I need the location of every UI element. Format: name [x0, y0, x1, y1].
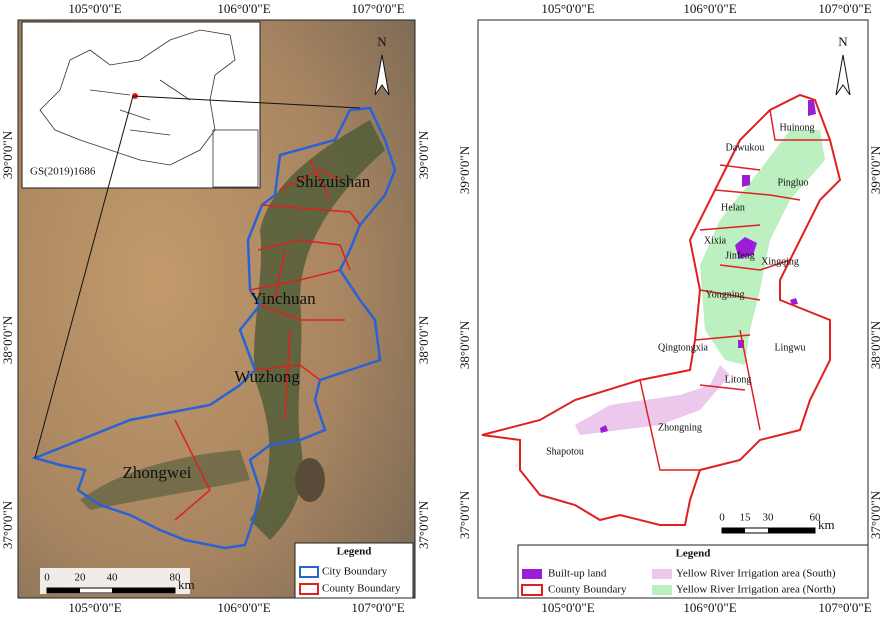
north-label: N	[838, 34, 848, 49]
scale-label: 30	[763, 512, 775, 524]
scale-label: 0	[719, 512, 725, 524]
county-label: Xingqing	[761, 256, 799, 267]
lat-label: 39°0'0"N	[0, 130, 15, 179]
county-label: Zhongning	[658, 422, 702, 433]
north-label: N	[377, 34, 387, 49]
lat-label: 37°0'0"N	[868, 490, 883, 539]
lat-label: 39°0'0"N	[416, 130, 431, 179]
lat-label: 39°0'0"N	[457, 145, 472, 194]
lon-label: 106°0'0"E	[217, 600, 270, 615]
legend-swatch	[521, 584, 543, 596]
lat-label: 38°0'0"N	[457, 320, 472, 369]
legend-item: City Boundary	[322, 566, 388, 578]
legend-swatch	[652, 585, 672, 595]
lake	[295, 458, 325, 502]
left-map: GS(2019)1686 N Legend City Boundary Coun…	[17, 19, 416, 599]
north-arrow	[374, 54, 390, 96]
city-label: Zhongwei	[123, 463, 192, 482]
scale-label: 15	[740, 512, 752, 524]
legend-title: Legend	[337, 546, 372, 558]
lon-label: 105°0'0"E	[541, 600, 594, 615]
legend-item: Yellow River Irrigation area (South)	[676, 568, 836, 580]
scale-label: 0	[44, 572, 50, 584]
lon-label: 107°0'0"E	[818, 600, 871, 615]
lat-label: 38°0'0"N	[416, 315, 431, 364]
legend-swatch	[299, 583, 319, 595]
lon-label: 106°0'0"E	[683, 600, 736, 615]
legend-box	[294, 542, 414, 599]
county-boundaries	[639, 109, 830, 471]
legend-swatch	[299, 566, 319, 578]
scale-bar	[722, 528, 745, 533]
scale-label: 40	[107, 572, 119, 584]
lat-label: 37°0'0"N	[457, 490, 472, 539]
scale-bar	[768, 528, 815, 533]
scale-label: 80	[170, 572, 182, 584]
county-label: Huinong	[780, 122, 815, 133]
legend-item: Yellow River Irrigation area (North)	[676, 584, 836, 596]
county-label: Litong	[725, 374, 752, 385]
pointer-line	[34, 95, 134, 459]
lon-label: 107°0'0"E	[351, 600, 404, 615]
legend-item: County Boundary	[548, 584, 627, 596]
inset-map	[21, 21, 261, 189]
irrigation-south	[575, 365, 730, 435]
scale-unit: km	[818, 517, 835, 532]
south-sea-box	[212, 129, 259, 188]
county-boundary	[481, 93, 842, 526]
scale-label: 60	[810, 512, 822, 524]
city-label: Wuzhong	[234, 367, 300, 386]
irrigation-north	[700, 130, 825, 365]
county-label: Helan	[721, 202, 745, 213]
right-map: N Legend Built-up land County Boundary Y…	[477, 19, 869, 599]
lon-label: 105°0'0"E	[68, 1, 121, 16]
legend-item: Built-up land	[548, 568, 607, 580]
scale-bar	[112, 588, 175, 593]
lon-label: 106°0'0"E	[217, 1, 270, 16]
lon-label: 107°0'0"E	[818, 1, 871, 16]
lon-label: 105°0'0"E	[541, 1, 594, 16]
lat-label: 37°0'0"N	[0, 500, 15, 549]
scale-label: 20	[75, 572, 87, 584]
lon-label: 107°0'0"E	[351, 1, 404, 16]
lon-label: 105°0'0"E	[68, 600, 121, 615]
city-label: Yinchuan	[250, 289, 316, 308]
city-label: Shizuishan	[296, 172, 371, 191]
china-outline	[39, 29, 236, 166]
pointer-line	[132, 95, 361, 109]
scale-unit: km	[178, 577, 195, 592]
north-arrow	[835, 54, 851, 96]
county-label: Qingtongxia	[658, 342, 709, 353]
legend-title: Legend	[676, 548, 711, 560]
lat-label: 38°0'0"N	[868, 320, 883, 369]
lat-label: 39°0'0"N	[868, 145, 883, 194]
county-label: Xixia	[704, 235, 727, 246]
lat-label: 37°0'0"N	[416, 500, 431, 549]
legend-item: County Boundary	[322, 583, 401, 595]
scale-bar	[47, 588, 80, 593]
legend-box	[517, 544, 869, 599]
legend-swatch	[652, 569, 672, 579]
lat-label: 38°0'0"N	[0, 315, 15, 364]
river-valley	[250, 120, 385, 540]
county-boundaries	[174, 159, 361, 521]
county-label: Lingwu	[774, 342, 805, 353]
inset-label: GS(2019)1686	[30, 166, 96, 178]
valley-strip	[80, 450, 250, 510]
county-label: Dawukou	[726, 142, 765, 153]
lon-label: 106°0'0"E	[683, 1, 736, 16]
county-label: Shapotou	[546, 446, 584, 457]
legend-swatch	[522, 569, 542, 579]
county-label: Jinfeng	[725, 250, 754, 261]
county-label: Yongning	[706, 289, 745, 300]
county-label: Pingluo	[777, 177, 808, 188]
